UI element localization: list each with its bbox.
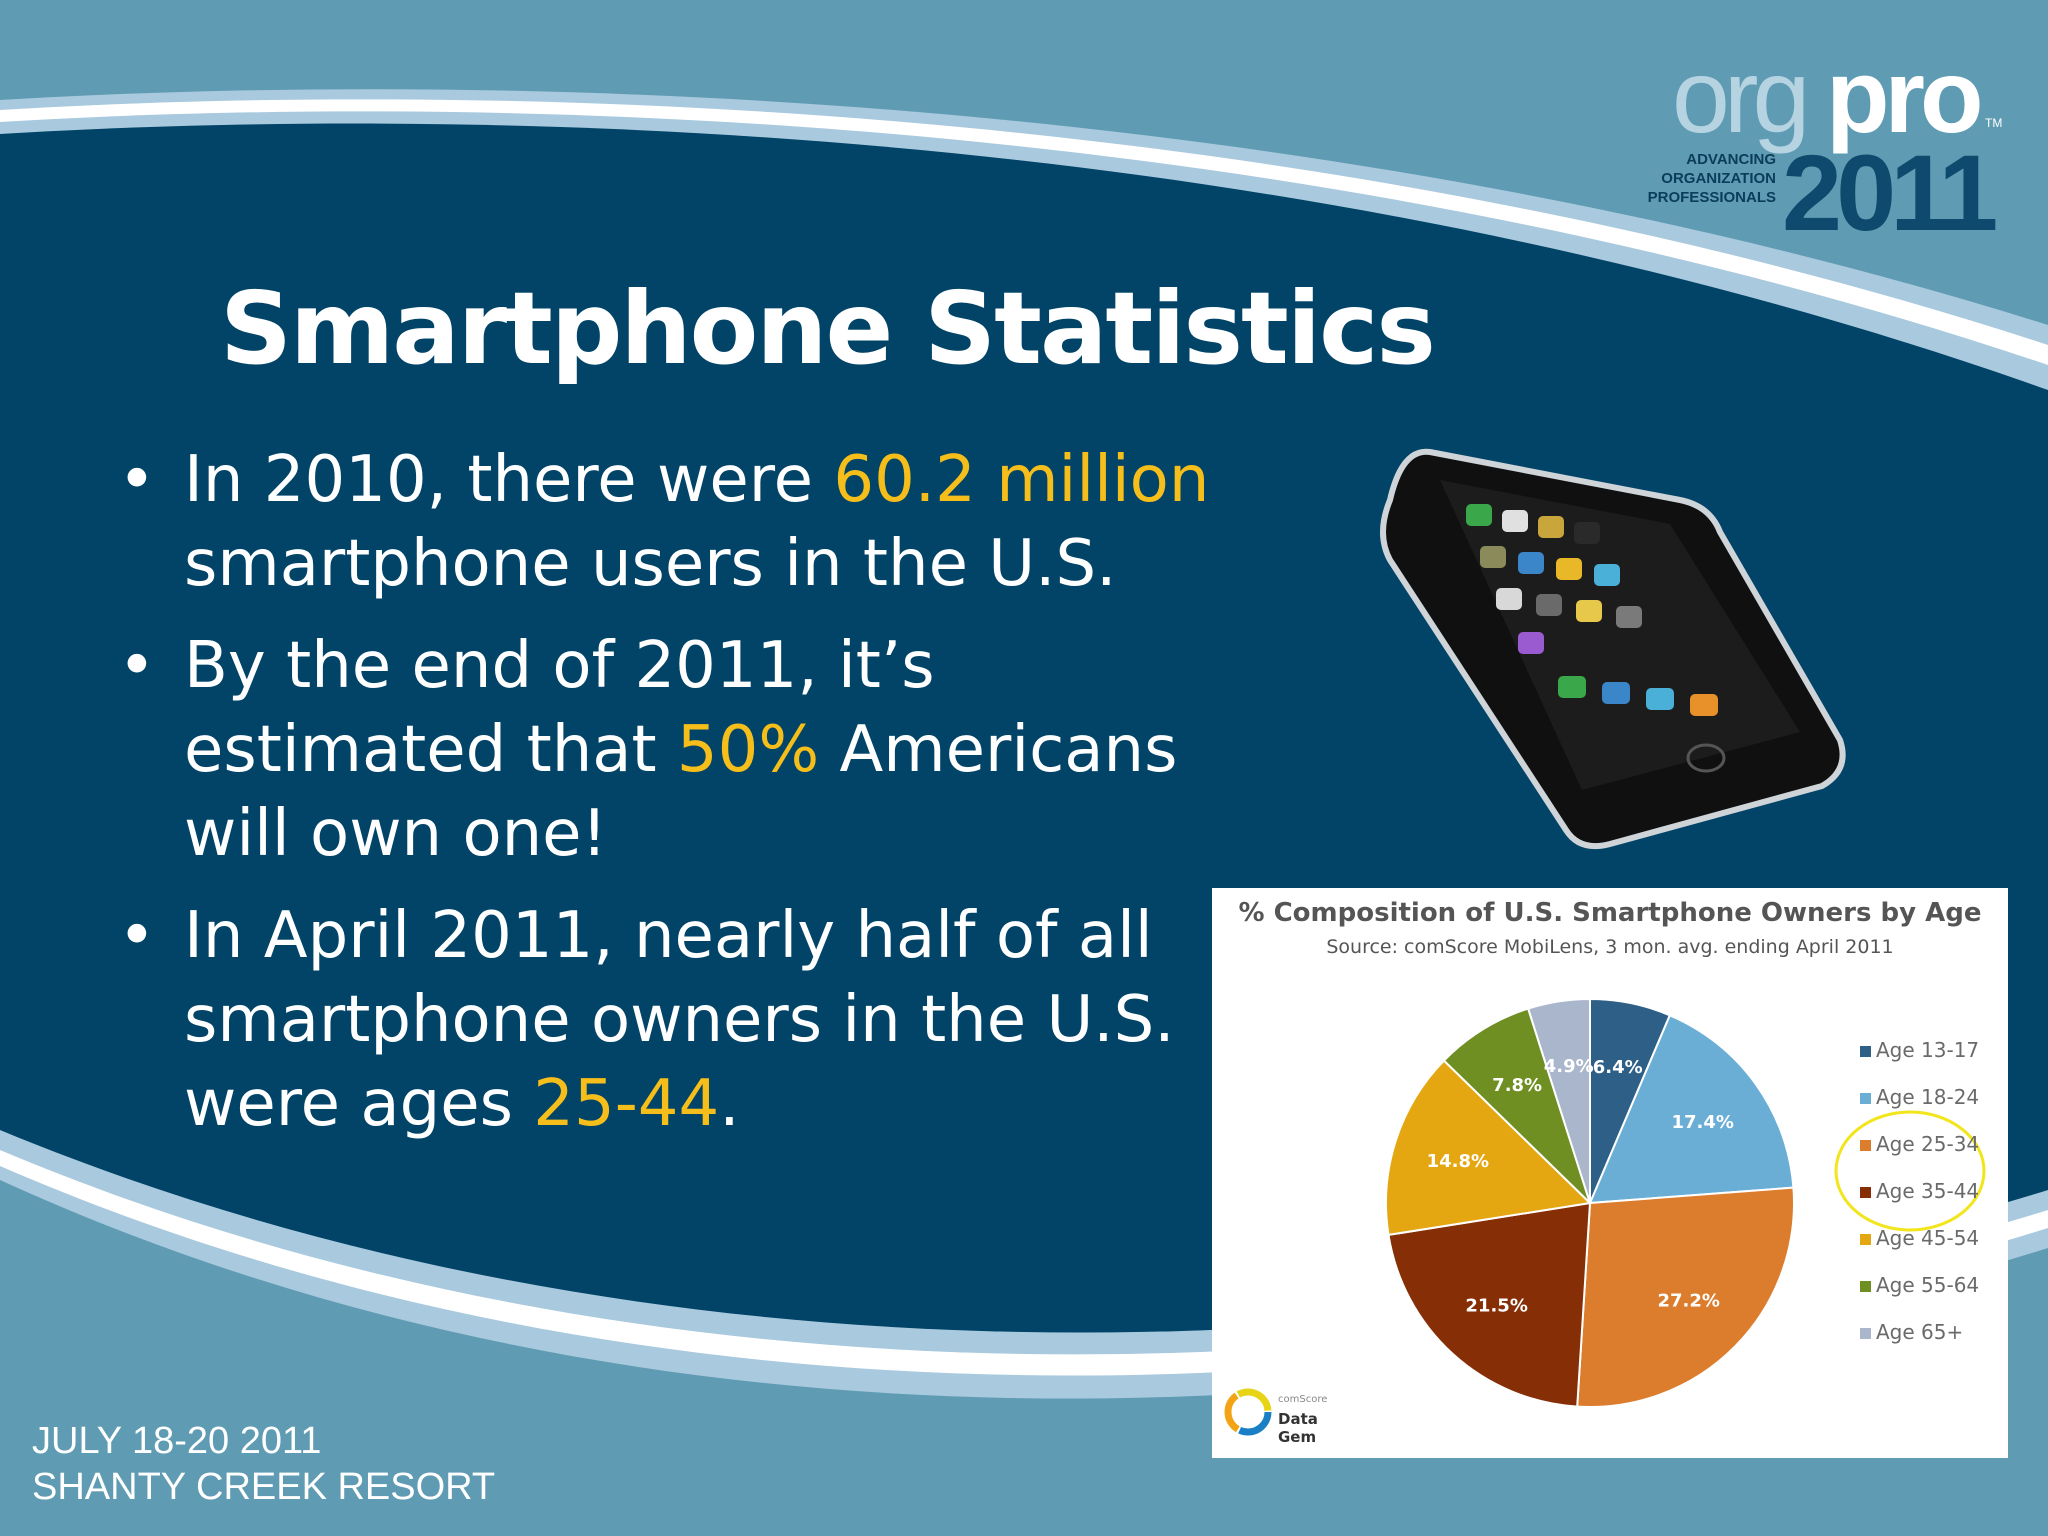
pie-slice-label: 7.8% <box>1492 1075 1542 1096</box>
pie-slice-label: 6.4% <box>1593 1057 1643 1078</box>
pie-plot: 6.4% 17.4% 27.2% 21.5% 14.8% 7.8%4.9% <box>1385 997 1986 1408</box>
comscore-brand-product: Data Gem <box>1278 1410 1318 1446</box>
bullet-item: • In April 2011, nearly half of all smart… <box>112 894 1232 1146</box>
highlighted-stat: 60.2 million <box>833 443 1210 517</box>
chart-subtitle: Source: comScore MobiLens, 3 mon. avg. e… <box>1326 936 1894 958</box>
orgpro-logo: org pro TM ADVANCING ORGANIZATION PROFES… <box>1600 39 2003 253</box>
bullet-list: • In 2010, there were 60.2 million smartp… <box>112 438 1232 1164</box>
logo-tagline-line: ADVANCING <box>1686 151 1776 168</box>
logo-tagline: ADVANCING ORGANIZATION PROFESSIONALS <box>1620 150 1776 207</box>
pie-slice <box>1385 1059 1593 1237</box>
bullet-text: In 2010, there were <box>184 443 834 517</box>
legend-label: Age 35-44 <box>1876 1179 1980 1203</box>
pie-slice <box>1387 1201 1592 1408</box>
legend-highlight-ellipse <box>1834 1110 1986 1232</box>
event-footer: JULY 18-20 2011 SHANTY CREEK RESORT <box>32 1418 495 1510</box>
comscore-logo-icon <box>1224 1388 1272 1436</box>
pie-slice-label: 17.4% <box>1672 1112 1734 1133</box>
legend-swatch <box>1860 1187 1871 1198</box>
legend-swatch <box>1860 1328 1871 1339</box>
legend-label: Age 18-24 <box>1876 1085 1980 1109</box>
legend-item: Age 13-17 <box>1860 1038 1979 1085</box>
legend-swatch <box>1860 1281 1871 1292</box>
bullet-text: Americans will own one! <box>184 713 1178 871</box>
legend-item: Age 18-24 <box>1860 1085 1979 1132</box>
bullet-dot: • <box>118 629 156 703</box>
pie-slice <box>1442 1007 1591 1204</box>
legend-label: Age 13-17 <box>1876 1038 1980 1062</box>
event-dates: JULY 18-20 2011 <box>32 1420 322 1462</box>
logo-tagline-line: ORGANIZATION <box>1661 170 1776 187</box>
bullet-text: In April 2011, nearly half of all smartp… <box>184 899 1175 1141</box>
logo-org-text: org <box>1672 39 1810 155</box>
chart-legend: Age 13-17 Age 18-24 Age 25-34 Age 35-44 Age … <box>1860 1038 1979 1367</box>
pie-slice-label: 4.9% <box>1544 1056 1594 1077</box>
slide-title: Smartphone Statistics <box>220 270 1436 387</box>
bullet-item: • By the end of 2011, it’s estimated that… <box>112 624 1232 876</box>
legend-item: Age 45-54 <box>1860 1226 1979 1273</box>
legend-item: Age 65+ <box>1860 1320 1979 1367</box>
legend-swatch <box>1860 1046 1871 1057</box>
bullet-text: smartphone users in the U.S. <box>184 527 1117 601</box>
pie-slice <box>1576 1186 1795 1408</box>
chart-title: % Composition of U.S. Smartphone Owners … <box>1238 898 1982 928</box>
highlighted-stat: 25-44 <box>533 1067 720 1141</box>
legend-label: Age 45-54 <box>1876 1226 1980 1250</box>
smartphone-image <box>1380 448 1846 850</box>
bullet-dot: • <box>118 443 156 517</box>
comscore-brand-name: comScore <box>1278 1394 1328 1405</box>
legend-label: Age 25-34 <box>1876 1132 1980 1156</box>
logo-year: 2011 <box>1782 132 1998 253</box>
comscore-brand: comScore Data Gem <box>1224 1388 1354 1446</box>
legend-label: Age 65+ <box>1876 1320 1964 1344</box>
pie-slice <box>1526 997 1591 1204</box>
pie-slice <box>1588 1013 1795 1205</box>
bullet-text: By the end of 2011, it’s estimated that <box>184 629 935 787</box>
legend-item: Age 55-64 <box>1860 1273 1979 1320</box>
legend-item: Age 25-34 <box>1860 1132 1979 1179</box>
pie-slice-label: 14.8% <box>1427 1151 1489 1172</box>
legend-label: Age 55-64 <box>1876 1273 1980 1297</box>
logo-tagline-line: PROFESSIONALS <box>1647 189 1776 206</box>
event-venue: SHANTY CREEK RESORT <box>32 1466 496 1508</box>
legend-item: Age 35-44 <box>1860 1179 1979 1226</box>
bullet-item: • In 2010, there were 60.2 million smartp… <box>112 438 1232 606</box>
pie-slice-label: 27.2% <box>1657 1290 1719 1311</box>
bullet-dot: • <box>118 899 156 973</box>
legend-swatch <box>1860 1140 1871 1151</box>
pie-chart: % Composition of U.S. Smartphone Owners … <box>1212 888 2008 1458</box>
highlighted-stat: 50% <box>676 713 820 787</box>
legend-swatch <box>1860 1093 1871 1104</box>
pie-slice-label: 21.5% <box>1465 1296 1527 1317</box>
logo-pro-text: pro <box>1826 39 1984 155</box>
bullet-text: . <box>719 1067 740 1141</box>
legend-swatch <box>1860 1234 1871 1245</box>
logo-trademark: TM <box>1985 116 2003 130</box>
